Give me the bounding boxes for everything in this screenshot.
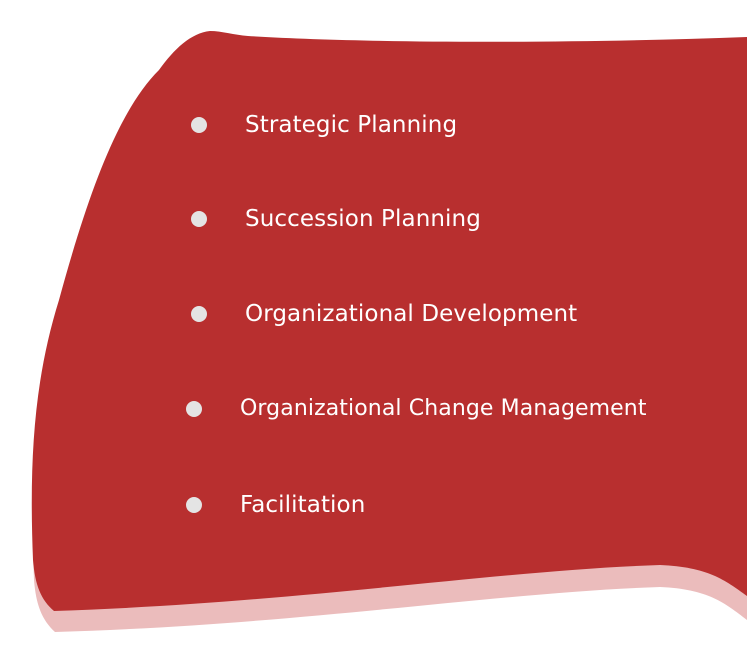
service-label-strategic-planning: Strategic Planning [245, 112, 458, 138]
service-label-organizational-development: Organizational Development [245, 301, 578, 327]
list-item: Succession Planning [0, 199, 747, 239]
bullet-icon [191, 211, 207, 227]
bullet-icon [191, 117, 207, 133]
list-item: Organizational Change Management [0, 389, 747, 429]
banner-main-shape [31, 31, 747, 611]
service-label-succession-planning: Succession Planning [245, 206, 481, 232]
bullet-icon [186, 401, 202, 417]
list-item: Strategic Planning [0, 105, 747, 145]
list-item: Facilitation [0, 485, 747, 525]
bullet-icon [191, 306, 207, 322]
bullet-icon [186, 497, 202, 513]
service-label-facilitation: Facilitation [240, 492, 366, 518]
service-label-organizational-change-management: Organizational Change Management [240, 396, 647, 421]
list-item: Organizational Development [0, 294, 747, 334]
